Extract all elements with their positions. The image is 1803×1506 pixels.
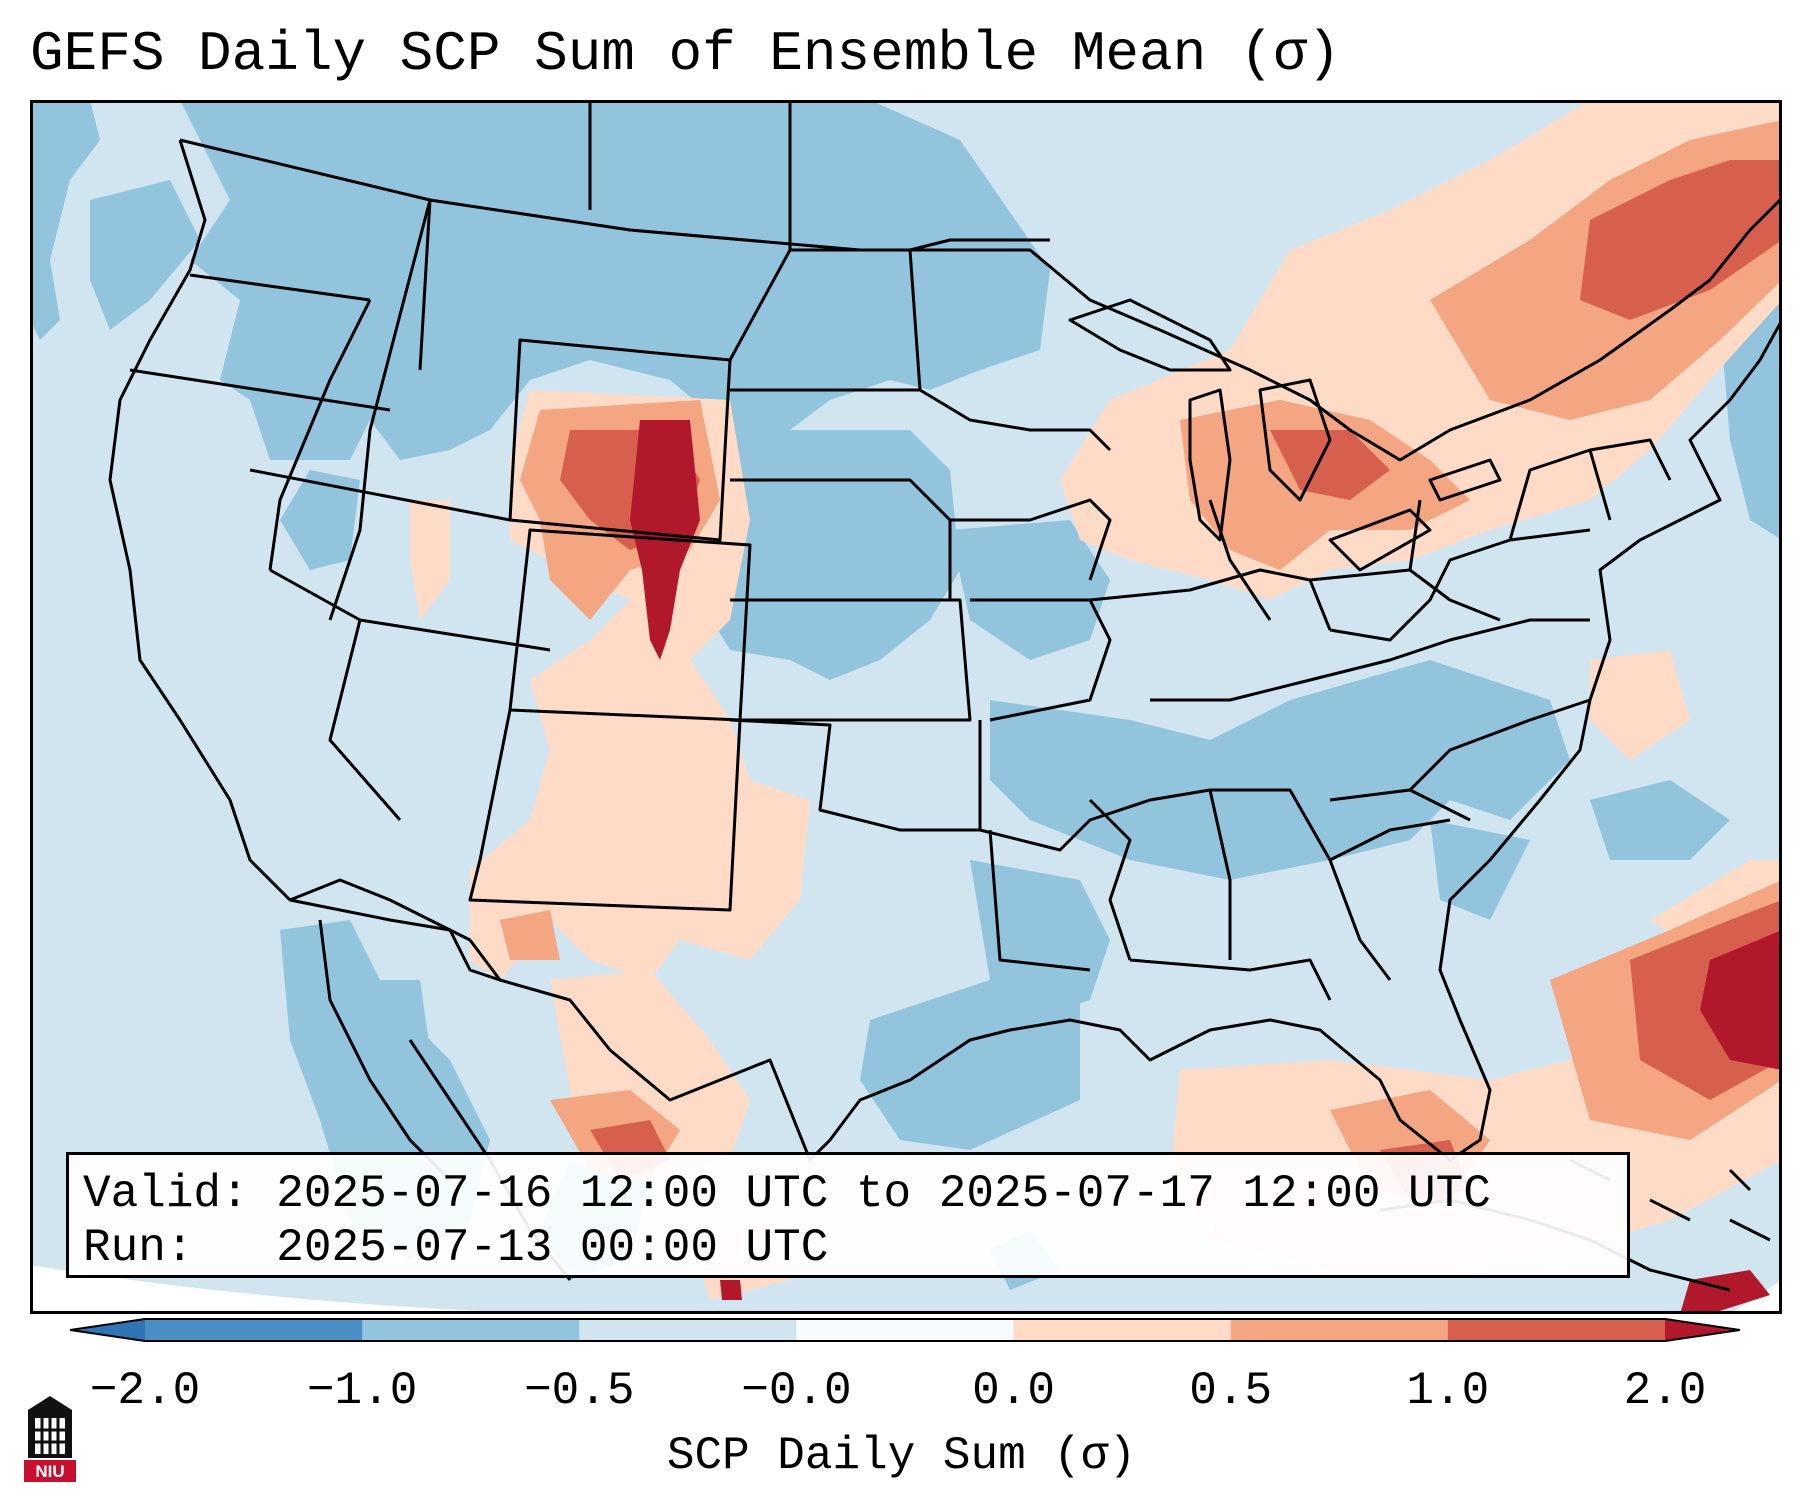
canada-border <box>179 138 1782 462</box>
colorbar-tick-label: 1.0 <box>1406 1365 1490 1417</box>
valid-value: 2025-07-16 12:00 UTC to 2025-07-17 12:00… <box>276 1168 1491 1220</box>
colorbar-tick-label: −2.0 <box>89 1365 201 1417</box>
negative-anomaly-regions <box>30 100 1782 1290</box>
colorbar-tick-label: 0.0 <box>972 1365 1055 1417</box>
run-label: Run: <box>83 1222 194 1274</box>
lake-michigan <box>1188 388 1232 542</box>
valid-time-box: Valid: 2025-07-16 12:00 UTC to 2025-07-1… <box>66 1152 1630 1278</box>
colorbar-bin <box>362 1318 580 1342</box>
colorbar-bin <box>1013 1318 1232 1342</box>
mexico-border <box>289 898 501 982</box>
run-value: 2025-07-13 00:00 UTC <box>276 1222 829 1274</box>
scp-map <box>30 100 1782 1314</box>
colorbar-bin <box>1447 1318 1666 1342</box>
colorbar-over-arrow <box>1665 1318 1740 1342</box>
colorbar-label: SCP Daily Sum (σ) <box>666 1430 1137 1482</box>
us-outline <box>108 139 1782 1162</box>
colorbar-tick-label: 0.5 <box>1189 1365 1273 1417</box>
boundaries <box>108 100 1782 1292</box>
map-title: GEFS Daily SCP Sum of Ensemble Mean (σ) <box>30 22 1341 86</box>
colorbar-bin <box>145 1318 363 1342</box>
colorbar-outline <box>70 1318 1740 1342</box>
colorbar-tick-label: −0.0 <box>741 1365 852 1417</box>
valid-label: Valid: <box>83 1168 249 1220</box>
logo-text: NIU <box>35 1462 64 1481</box>
niu-logo: NIU <box>24 1396 76 1482</box>
colorbar-bin <box>1230 1318 1449 1342</box>
lake-huron <box>1258 378 1332 502</box>
colorbar-tick-label: −1.0 <box>306 1365 418 1417</box>
lake-superior <box>1068 298 1232 372</box>
colorbar-bin <box>579 1318 797 1342</box>
colorbar-bin <box>796 1318 1015 1342</box>
lake-erie <box>1328 508 1432 572</box>
colorbar-tick-label: −0.5 <box>524 1365 635 1417</box>
colorbar-tick-label: 2.0 <box>1623 1365 1707 1417</box>
lake-ontario <box>1428 458 1502 502</box>
colorbar <box>70 1318 1740 1342</box>
projection-edge <box>30 1265 930 1314</box>
colorbar-under-arrow <box>70 1318 145 1342</box>
